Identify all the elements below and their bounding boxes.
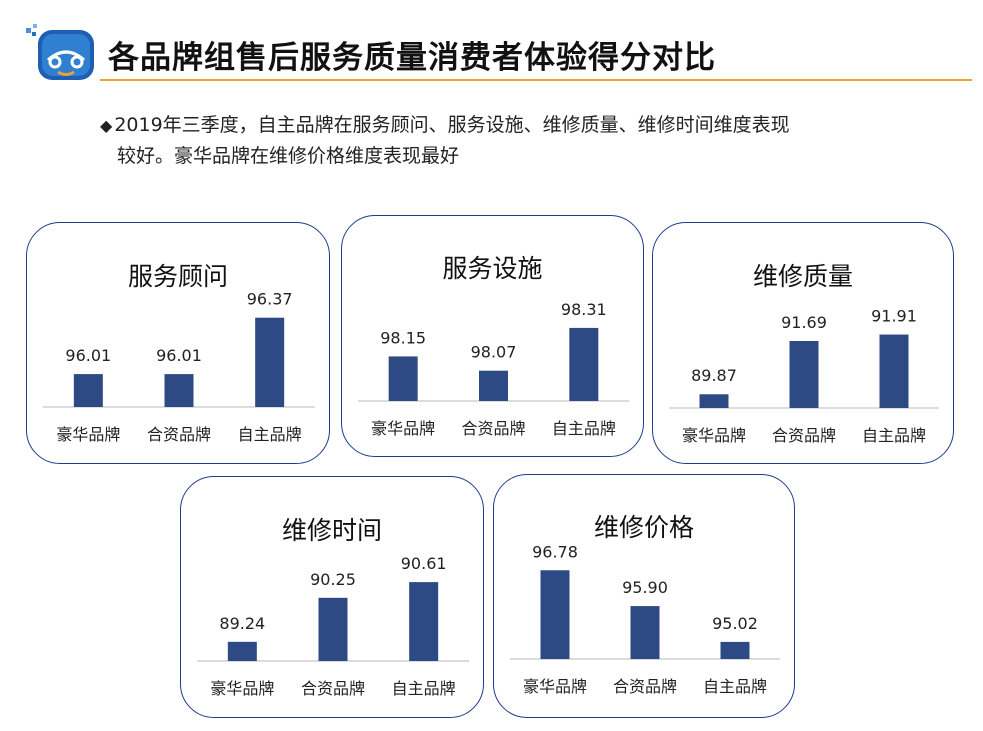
bar [789,340,819,408]
data-label: 96.01 [156,346,202,365]
bar-chart: 98.15 豪华品牌 98.07 合资品牌 98.31 自主品牌 [358,300,629,438]
bar [227,641,257,661]
chart-title: 维修质量 [752,262,853,291]
data-label: 90.25 [310,570,356,589]
bar [388,356,418,401]
category-tick-label: 自主品牌 [238,425,302,444]
category-tick-label: 合资品牌 [613,677,677,696]
bar [720,641,750,659]
summary-line-1-text: 2019年三季度，自主品牌在服务顾问、服务设施、维修质量、维修时间维度表现 [114,114,790,136]
category-tick-label: 合资品牌 [301,679,365,698]
category-tick-label: 自主品牌 [552,419,616,438]
data-label: 96.37 [247,290,293,309]
chart-panel-repair-quality: 维修质量 89.87 豪华品牌 91.69 合资品牌 91.91 自主品牌 [652,222,954,464]
category-tick-label: 自主品牌 [703,677,767,696]
category-tick-label: 自主品牌 [862,426,926,445]
category-tick-label: 自主品牌 [392,679,456,698]
data-label: 89.24 [219,614,265,633]
page-title: 各品牌组售后服务质量消费者体验得分对比 [108,40,716,76]
summary-line-1: ◆ 2019年三季度，自主品牌在服务顾问、服务设施、维修质量、维修时间维度表现 [100,110,920,141]
chart-panel-repair-time: 维修时间 89.24 豪华品牌 90.25 合资品牌 90.61 自主品牌 [180,476,484,718]
bar [630,606,660,659]
bar [540,570,570,659]
data-label: 96.78 [532,542,578,561]
data-label: 95.90 [622,578,668,597]
bar-chart: 96.01 豪华品牌 96.01 合资品牌 96.37 自主品牌 [43,290,315,444]
category-tick-label: 豪华品牌 [210,679,274,698]
data-label: 91.69 [781,313,827,332]
summary-line-2: 较好。豪华品牌在维修价格维度表现最好 [117,145,460,167]
bar [699,394,729,408]
data-label: 96.01 [65,346,111,365]
chart-panel-service-advisor: 服务顾问 96.01 豪华品牌 96.01 合资品牌 96.37 自主品牌 [26,222,330,464]
bar-chart: 89.87 豪华品牌 91.69 合资品牌 91.91 自主品牌 [669,307,939,445]
data-label: 91.91 [871,307,917,326]
chart-panel-repair-price: 维修价格 96.78 豪华品牌 95.90 合资品牌 95.02 自主品牌 [493,474,795,718]
category-tick-label: 豪华品牌 [56,425,120,444]
data-label: 90.61 [401,554,447,573]
bar [569,327,599,401]
category-tick-label: 合资品牌 [461,419,525,438]
car-logo-icon [26,24,94,80]
category-tick-label: 合资品牌 [147,425,211,444]
chart-panel-service-facility: 服务设施 98.15 豪华品牌 98.07 合资品牌 98.31 自主品牌 [341,215,644,457]
data-label: 98.15 [380,328,426,347]
bar [479,370,508,401]
chart-title: 维修价格 [593,513,694,542]
bar [318,597,348,661]
chart-title: 服务顾问 [127,262,228,291]
bar [409,582,439,661]
category-tick-label: 豪华品牌 [523,677,587,696]
diamond-bullet-icon: ◆ [100,116,113,135]
bar [73,374,103,407]
summary-text: ◆ 2019年三季度，自主品牌在服务顾问、服务设施、维修质量、维修时间维度表现 较… [100,110,920,172]
chart-title: 维修时间 [281,516,382,545]
category-tick-label: 豪华品牌 [682,426,746,445]
bar [879,334,909,408]
data-label: 95.02 [712,614,758,633]
bar-chart: 89.24 豪华品牌 90.25 合资品牌 90.61 自主品牌 [197,554,469,698]
data-label: 98.31 [561,300,607,319]
data-label: 98.07 [471,343,517,362]
category-tick-label: 豪华品牌 [371,419,435,438]
bar [255,317,285,407]
title-divider [100,79,972,81]
bar [164,374,194,407]
chart-title: 服务设施 [442,254,543,283]
data-label: 89.87 [691,366,737,385]
category-tick-label: 合资品牌 [772,426,836,445]
bar-chart: 96.78 豪华品牌 95.90 合资品牌 95.02 自主品牌 [510,542,780,696]
